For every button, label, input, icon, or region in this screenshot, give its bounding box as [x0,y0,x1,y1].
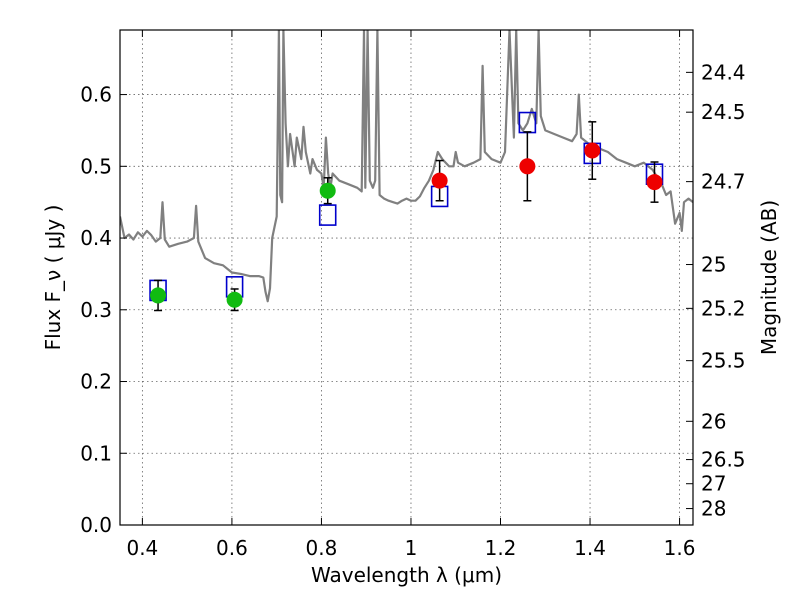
data-point [584,142,601,159]
y2-tick-label: 28 [701,497,726,521]
y2-tick-label: 26.5 [701,448,746,472]
y-tick-label: 0.2 [80,370,112,394]
grid-lines [120,30,693,525]
y-tick-label: 0.0 [80,513,112,537]
y2-axis-label: Magnitude (AB) [757,200,781,355]
y-tick-label: 0.1 [80,441,112,465]
x-tick-label: 1.6 [664,536,696,560]
x-tick-label: 1.4 [574,536,606,560]
tick-labels: 0.4 0.6 0.8 1 1.2 1.4 1.6 0.0 0.1 0.2 0.3 0.4 0.5 0.6… [80,60,745,560]
y2-tick-label: 24.5 [701,100,746,124]
plot-frame [119,29,694,526]
data-point [646,174,663,191]
y2-tick-label: 26 [701,409,726,433]
plot-area [120,30,693,312]
x-tick-label: 1.2 [485,536,517,560]
data-point [150,287,167,304]
data-point [519,158,536,175]
x-tick-label: 1 [405,536,418,560]
y-axis-label: Flux F_ν ( μJy ) [41,205,65,351]
x-tick-label: 0.4 [126,536,158,560]
x-tick-label: 0.6 [216,536,248,560]
axis-ticks [120,30,693,526]
y-tick-label: 0.6 [80,83,112,107]
y-tick-label: 0.5 [80,154,112,178]
y-tick-label: 0.4 [80,226,112,250]
y2-tick-label: 25 [701,253,726,277]
data-point [431,172,448,189]
y2-tick-label: 25.2 [701,296,746,320]
data-point [319,182,336,199]
x-tick-label: 0.8 [306,536,338,560]
y-tick-label: 0.3 [80,298,112,322]
data-point [226,291,243,308]
x-axis-label: Wavelength λ (μm) [311,563,502,587]
model-box [318,204,337,226]
y2-tick-label: 27 [701,472,726,496]
y2-tick-label: 25.5 [701,349,746,373]
template-spectrum-line [120,30,693,303]
y2-tick-label: 24.4 [701,60,746,84]
y2-tick-label: 24.7 [701,170,746,194]
